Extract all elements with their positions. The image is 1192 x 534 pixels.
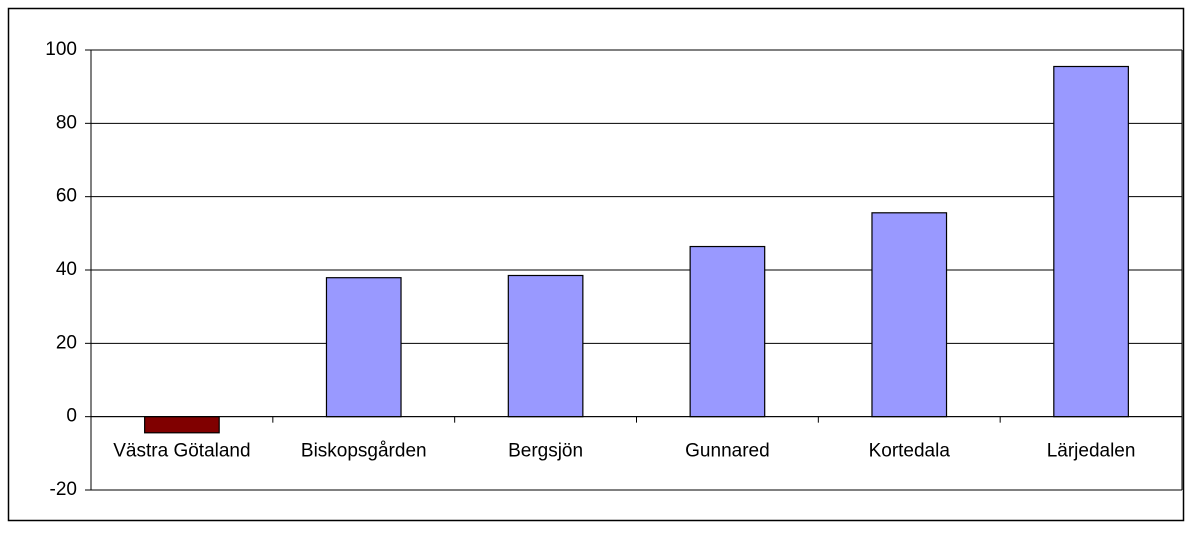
y-tick-label: 80	[56, 112, 77, 133]
bar	[689, 245, 766, 418]
y-tick-label: 20	[56, 332, 77, 353]
y-tick-label: 100	[45, 39, 77, 60]
y-tick-label: 60	[56, 186, 77, 207]
x-tick-label: Västra Götaland	[113, 441, 250, 462]
x-tick-label: Gunnared	[685, 441, 770, 462]
bar	[325, 277, 402, 418]
bar	[871, 212, 948, 418]
chart-border	[7, 7, 1185, 522]
x-tick-label: Biskopsgården	[301, 441, 427, 462]
y-tick-label: 0	[66, 406, 77, 427]
y-tick-label: 40	[56, 259, 77, 280]
x-tick-label: Lärjedalen	[1047, 441, 1136, 462]
x-tick-label: Bergsjön	[508, 441, 583, 462]
bar	[144, 416, 220, 434]
bar	[507, 274, 584, 418]
bar	[1053, 65, 1129, 418]
y-tick-label: -20	[50, 479, 77, 500]
x-tick-label: Kortedala	[869, 441, 951, 462]
